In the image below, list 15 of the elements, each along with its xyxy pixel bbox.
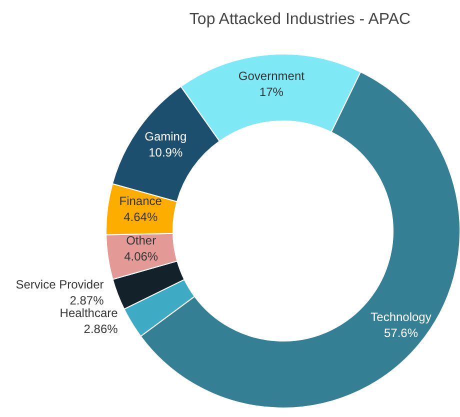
slice-label: Other [126, 233, 156, 248]
slice-label: Finance [119, 194, 162, 208]
slice-label: Government [238, 68, 306, 83]
data-label: 57.6% [384, 326, 418, 340]
data-label: 4.64% [124, 210, 158, 224]
data-label: 17% [259, 84, 284, 99]
slice-label: Technology [370, 310, 432, 324]
slice-label: Gaming [144, 129, 187, 144]
data-label: 4.06% [124, 249, 158, 264]
data-label: 2.86% [84, 322, 118, 336]
data-label: 10.9% [148, 145, 183, 160]
data-label: 2.87% [70, 293, 104, 308]
chart-title: Top Attacked Industries - APAC [189, 11, 411, 28]
slice-label: Healthcare [60, 306, 118, 320]
slice-label: Service Provider [16, 277, 104, 292]
